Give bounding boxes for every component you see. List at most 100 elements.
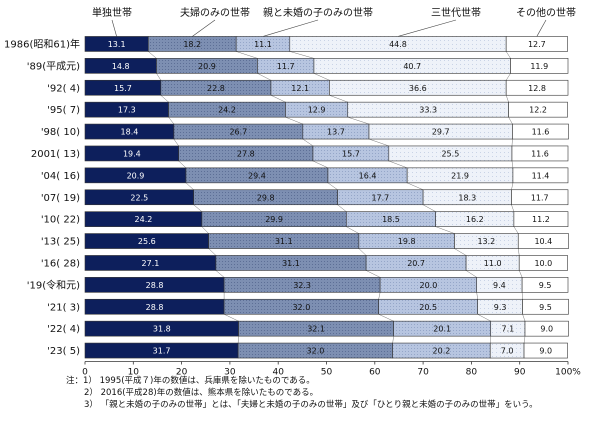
bar-segment — [511, 189, 569, 206]
data-label: 18.2 — [183, 40, 201, 49]
connector-line — [329, 95, 348, 103]
data-label: 17.7 — [371, 193, 389, 202]
data-label: 27.8 — [237, 149, 255, 158]
connector-line — [511, 160, 514, 168]
data-label: 13.7 — [327, 128, 345, 137]
connector-line — [178, 160, 187, 169]
bar-segment — [512, 123, 569, 140]
legend-label: 親と未婚の子のみの世帯 — [263, 6, 373, 19]
category-labels: 1986(昭和61)年 '89(平成元) '92( 4) '95( 7) '98( 10… — [4, 37, 80, 357]
data-label: 22.8 — [207, 84, 225, 93]
connector-line — [193, 204, 203, 212]
connector-line — [378, 314, 394, 322]
bar-segment — [505, 36, 568, 52]
data-label: 20.1 — [433, 325, 451, 334]
data-label: 9.4 — [493, 281, 506, 290]
data-label: 16.2 — [466, 215, 484, 224]
bar-segment — [513, 211, 569, 227]
bar-segment — [523, 342, 568, 359]
connector-line — [285, 116, 303, 125]
data-label: 19.8 — [398, 237, 416, 246]
data-label: 16.4 — [359, 171, 377, 180]
data-label: 13.2 — [477, 237, 495, 246]
x-tick-label: 40 — [272, 368, 284, 378]
x-tick-label: 100% — [555, 368, 581, 378]
connector-line — [156, 73, 162, 81]
data-label: 14.8 — [112, 62, 130, 71]
data-label: 24.2 — [218, 106, 236, 115]
category-label: 2001( 13) — [31, 149, 80, 160]
data-label: 29.9 — [265, 215, 283, 224]
connector-line — [523, 336, 526, 344]
data-label: 29.4 — [248, 171, 266, 180]
x-tick-label: 0 — [82, 368, 88, 378]
data-label: 12.9 — [308, 106, 326, 115]
data-label: 22.5 — [130, 193, 148, 202]
data-label: 40.7 — [403, 62, 421, 71]
connector-line — [435, 226, 455, 234]
connector-line — [511, 182, 514, 190]
data-label: 10.4 — [534, 237, 552, 246]
legend-label: 単独世帯 — [92, 6, 132, 19]
data-label: 24.2 — [135, 215, 153, 224]
legend-label: その他の世帯 — [516, 6, 576, 19]
data-label: 12.1 — [291, 84, 309, 93]
connector-line — [337, 204, 347, 212]
data-label: 29.7 — [432, 128, 450, 137]
data-label: 12.2 — [529, 106, 547, 115]
connector-line — [476, 292, 478, 300]
data-label: 36.6 — [409, 84, 427, 93]
legend-leader-line — [262, 19, 319, 37]
connector-line — [513, 226, 519, 234]
bar-segment — [511, 145, 569, 162]
connector-line — [465, 270, 477, 278]
category-label: '95( 7) — [47, 105, 80, 116]
connector-line — [346, 226, 359, 234]
bars: 13.1 18.2 11.1 44.8 12.7 14.8 20.9 11.7 40.7 11.9… — [84, 36, 569, 359]
data-label: 31.8 — [153, 325, 171, 334]
connector-line — [160, 95, 169, 103]
connector-line — [270, 95, 286, 103]
connector-line — [289, 51, 315, 59]
data-label: 28.8 — [146, 281, 164, 290]
category-label: '21( 3) — [47, 302, 80, 313]
data-label: 11.0 — [484, 259, 502, 268]
connector-line — [185, 182, 194, 190]
data-label: 27.1 — [142, 259, 160, 268]
connector-line — [522, 314, 526, 322]
category-label: '04( 16) — [41, 171, 80, 182]
x-tick-label: 20 — [176, 368, 188, 378]
category-label: '98( 10) — [41, 127, 80, 138]
connector-line — [302, 138, 314, 147]
data-label: 31.7 — [153, 347, 171, 356]
bar-segment — [512, 167, 569, 184]
data-label: 13.1 — [108, 40, 126, 49]
data-label: 18.5 — [382, 215, 400, 224]
data-label: 11.9 — [530, 62, 548, 71]
bar-segment — [505, 79, 569, 96]
data-label: 18.3 — [458, 193, 476, 202]
category-label: '23( 5) — [47, 346, 80, 357]
legend-leader-line — [536, 19, 547, 37]
connector-line — [312, 160, 329, 169]
data-label: 25.5 — [441, 149, 459, 158]
gridlines — [148, 51, 526, 344]
data-label: 25.6 — [138, 237, 156, 246]
data-label: 20.2 — [433, 347, 451, 356]
note-1: 注：1） 1995(平成７)年の数値は、兵庫県を除いたものである。 — [66, 376, 315, 386]
x-tick-label: 30 — [224, 368, 236, 378]
data-label: 11.6 — [531, 149, 549, 158]
data-label: 15.7 — [342, 149, 360, 158]
bar-segment — [522, 298, 569, 315]
data-label: 31.1 — [275, 237, 293, 246]
connector-line — [505, 73, 511, 81]
connector-line — [392, 336, 394, 344]
data-label: 18.4 — [121, 128, 139, 137]
x-tick-label: 50 — [321, 368, 333, 378]
x-tick-label: 90 — [514, 368, 526, 378]
data-label: 33.3 — [419, 106, 437, 115]
connector-line — [327, 182, 338, 190]
connector-line — [223, 314, 239, 322]
connector-line — [236, 51, 258, 59]
data-label: 21.9 — [451, 171, 469, 180]
